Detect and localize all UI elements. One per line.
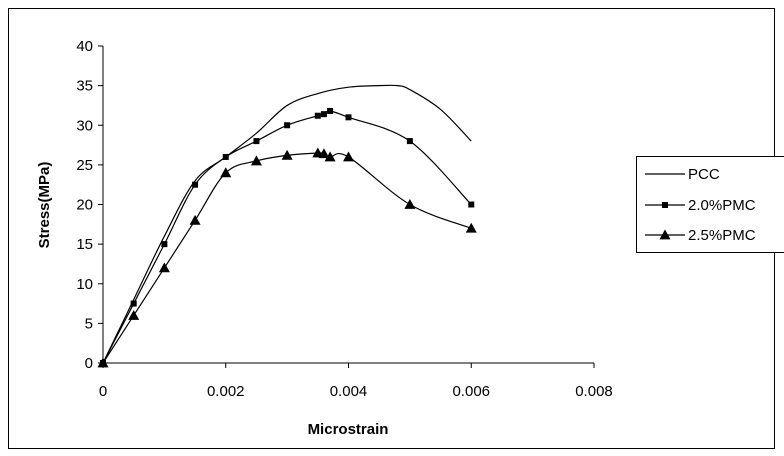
- y-tick-label: 40: [76, 38, 93, 55]
- legend-label: 2.0%PMC: [688, 197, 756, 214]
- data-point: [222, 153, 229, 160]
- legend-marker: [659, 229, 671, 240]
- data-point: [284, 122, 291, 129]
- data-point: [324, 151, 336, 162]
- data-point: [250, 155, 262, 166]
- data-point: [404, 199, 416, 209]
- data-point: [320, 111, 327, 118]
- data-point: [281, 149, 293, 160]
- y-tick-label: 20: [76, 197, 93, 214]
- data-point: [465, 222, 477, 233]
- data-point: [192, 181, 199, 188]
- data-point: [468, 201, 475, 208]
- legend-marker: [662, 202, 668, 208]
- data-point: [130, 300, 137, 307]
- y-tick-label: 35: [76, 78, 93, 95]
- data-point: [128, 309, 140, 320]
- data-point: [161, 241, 168, 248]
- x-tick-label: 0.006: [452, 383, 490, 400]
- data-point: [345, 114, 352, 121]
- legend-label: PCC: [688, 166, 720, 183]
- data-point: [158, 262, 170, 273]
- y-tick-label: 30: [76, 117, 93, 134]
- x-tick-label: 0.008: [575, 383, 613, 400]
- data-point: [220, 167, 232, 178]
- y-axis-title: Stress(MPa): [36, 162, 53, 249]
- x-tick-label: 0.004: [330, 383, 368, 400]
- y-tick-label: 5: [85, 315, 93, 332]
- y-ticks: 0 5 10 15 20 25 30 35 40: [76, 38, 103, 372]
- data-point: [406, 138, 413, 145]
- y-tick-label: 15: [76, 236, 93, 253]
- data-point: [253, 138, 260, 145]
- x-ticks: 0 0.002 0.004 0.006 0.008: [99, 363, 613, 400]
- data-point: [318, 148, 330, 159]
- data-point: [343, 151, 354, 162]
- plot-markers: [97, 107, 477, 368]
- x-tick-label: 0: [99, 383, 107, 400]
- x-axis-title: Microstrain: [308, 421, 389, 438]
- legend: PCC 2.0%PMC 2.5%PMC: [636, 156, 784, 253]
- x-tick-label: 0.002: [207, 383, 245, 400]
- data-point: [314, 112, 321, 119]
- legend-label: 2.5%PMC: [688, 227, 756, 244]
- data-point: [189, 214, 201, 225]
- series-line-0: [102, 84, 472, 364]
- y-tick-label: 25: [76, 157, 93, 174]
- data-point: [327, 107, 334, 114]
- y-tick-label: 10: [76, 276, 93, 293]
- y-tick-label: 0: [85, 355, 93, 372]
